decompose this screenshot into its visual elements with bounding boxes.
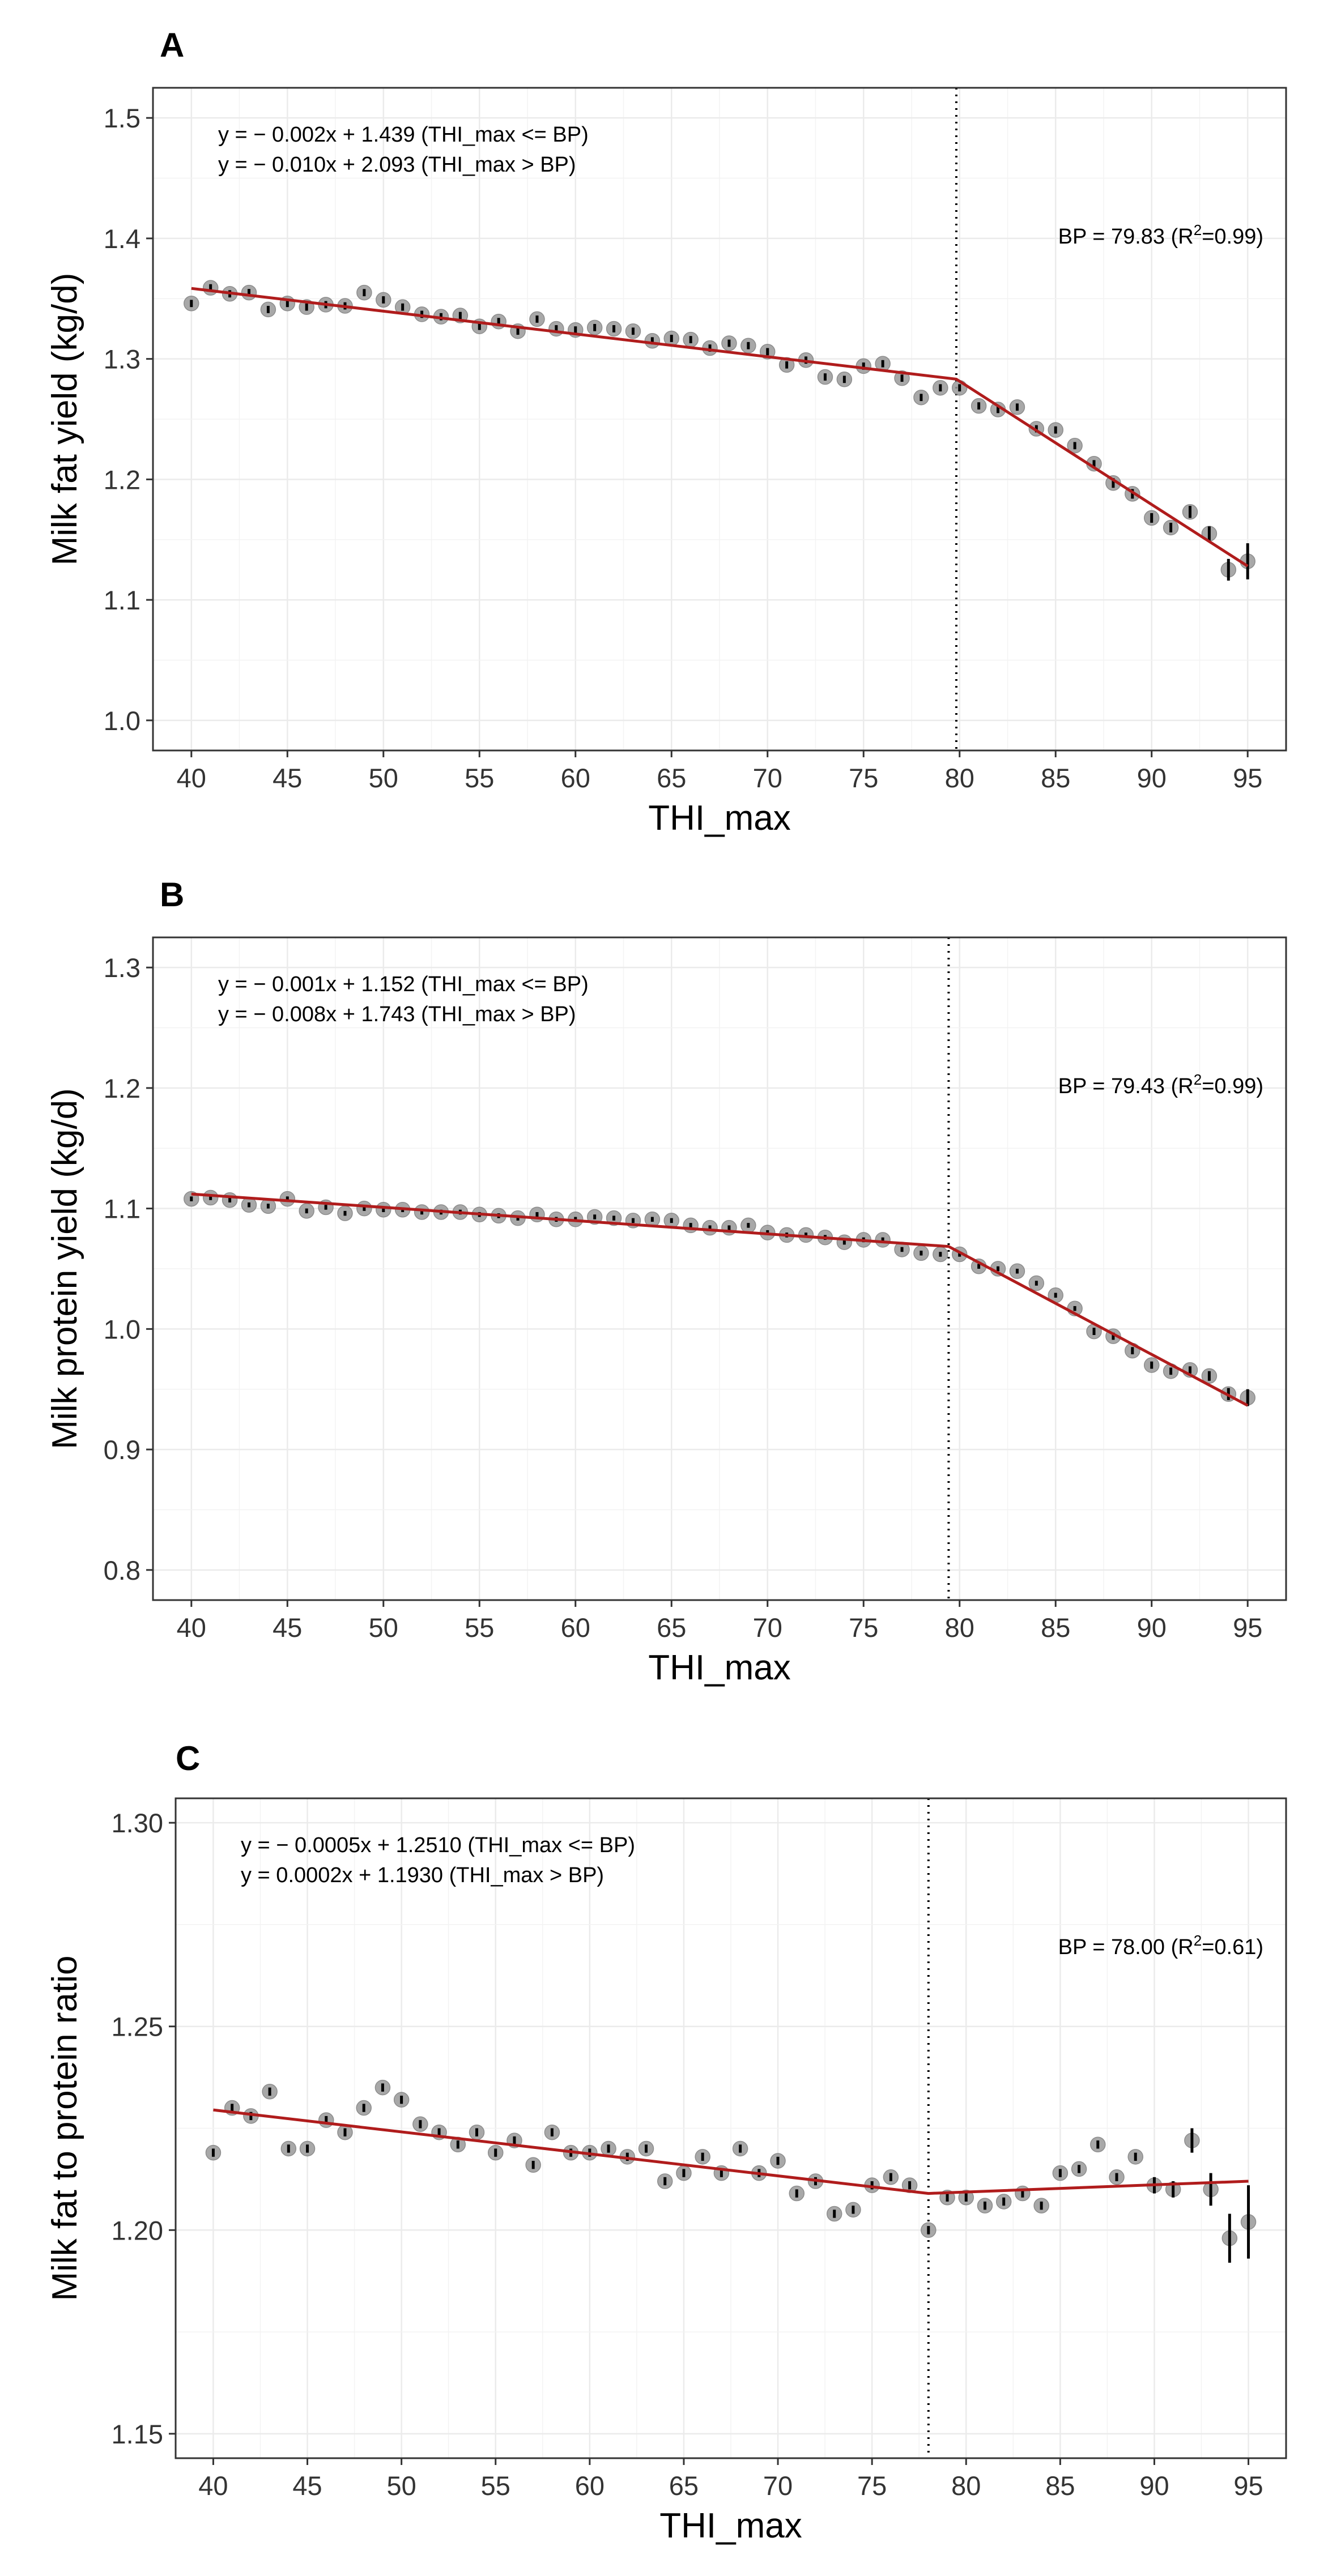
x-tick-label: 65	[657, 1613, 686, 1643]
x-tick-label: 85	[1045, 2471, 1075, 2501]
y-axis-ticks: 0.8 0.9 1.0 1.1 1.2 1.3	[104, 953, 153, 1585]
plot-border	[152, 87, 1287, 752]
data-points	[184, 280, 1255, 581]
breakpoint-label: BP = 79.83 (R2=0.99)	[1058, 221, 1263, 249]
x-tick-label: 80	[945, 763, 974, 793]
breakpoint-label: BP = 79.43 (R2=0.99)	[1058, 1071, 1263, 1098]
y-tick-label: 1.25	[112, 2012, 163, 2042]
x-axis-ticks: 40 45 50 55 60 65 70 75 80 85 90 95	[177, 1600, 1262, 1643]
grid-lines	[153, 88, 1286, 750]
x-axis-title: THI_max	[648, 799, 790, 838]
y-tick-label: 1.3	[104, 953, 141, 983]
x-tick-label: 80	[951, 2471, 981, 2501]
equation-below-bp: y = − 0.002x + 1.439 (THI_max <= BP)	[218, 123, 589, 147]
x-tick-label: 45	[273, 763, 302, 793]
equation-below-bp: y = − 0.001x + 1.152 (THI_max <= BP)	[218, 973, 589, 996]
regression-line	[191, 287, 1249, 568]
y-axis-ticks: 1.0 1.1 1.2 1.3 1.4 1.5	[104, 103, 153, 736]
x-tick-label: 75	[857, 2471, 887, 2501]
plot-border	[152, 936, 1287, 1601]
panel-label: B	[160, 876, 184, 914]
x-tick-label: 45	[292, 2471, 322, 2501]
regression-line	[191, 1192, 1249, 1407]
y-axis-title: Milk protein yield (kg/d)	[45, 1088, 84, 1449]
x-tick-label: 45	[273, 1613, 302, 1643]
x-tick-label: 40	[198, 2471, 228, 2501]
x-tick-label: 60	[561, 763, 590, 793]
plot-border	[174, 1797, 1287, 2459]
x-tick-label: 70	[753, 1613, 782, 1643]
x-tick-label: 90	[1137, 1613, 1167, 1643]
x-tick-label: 70	[753, 763, 782, 793]
equation-above-bp: y = − 0.008x + 1.743 (THI_max > BP)	[218, 1003, 576, 1026]
x-tick-label: 90	[1139, 2471, 1169, 2501]
x-tick-label: 60	[561, 1613, 590, 1643]
y-tick-label: 1.4	[104, 224, 141, 254]
y-tick-label: 1.1	[104, 1194, 141, 1224]
y-axis-title: Milk fat to protein ratio	[45, 1956, 84, 2301]
x-tick-label: 50	[387, 2471, 416, 2501]
x-tick-label: 65	[657, 763, 686, 793]
x-axis-ticks: 40 45 50 55 60 65 70 75 80 85 90 95	[198, 2458, 1263, 2501]
x-tick-label: 90	[1137, 763, 1167, 793]
y-tick-label: 1.15	[112, 2419, 163, 2449]
x-axis-title: THI_max	[648, 1648, 790, 1687]
x-tick-label: 50	[369, 763, 398, 793]
x-tick-label: 95	[1233, 1613, 1262, 1643]
y-axis-ticks: 1.15 1.20 1.25 1.30	[112, 1808, 176, 2449]
x-tick-label: 55	[465, 1613, 494, 1643]
grid-lines	[176, 1798, 1286, 2458]
x-tick-label: 75	[849, 1613, 878, 1643]
y-tick-label: 0.8	[104, 1555, 141, 1585]
equation-below-bp: y = − 0.0005x + 1.2510 (THI_max <= BP)	[241, 1833, 635, 1857]
panel-label: A	[160, 26, 184, 64]
panel-a: A y = − 0.002x + 1.439 (THI_max <= BP) y…	[45, 26, 1287, 838]
data-points	[205, 2079, 1257, 2263]
x-tick-label: 95	[1233, 2471, 1263, 2501]
equation-above-bp: y = − 0.010x + 2.093 (THI_max > BP)	[218, 153, 576, 177]
y-tick-label: 1.1	[104, 585, 141, 615]
y-tick-label: 1.2	[104, 1073, 141, 1103]
equations: y = − 0.002x + 1.439 (THI_max <= BP) y =…	[218, 123, 589, 177]
x-axis-ticks: 40 45 50 55 60 65 70 75 80 85 90 95	[177, 750, 1262, 793]
y-tick-label: 1.0	[104, 1314, 141, 1344]
y-tick-label: 0.9	[104, 1435, 141, 1465]
y-tick-label: 1.20	[112, 2215, 163, 2245]
grid-lines	[153, 937, 1286, 1600]
x-tick-label: 85	[1041, 1613, 1070, 1643]
x-tick-label: 70	[763, 2471, 793, 2501]
y-tick-label: 1.5	[104, 103, 141, 133]
y-tick-label: 1.2	[104, 464, 141, 494]
x-tick-label: 55	[465, 763, 494, 793]
equations: y = − 0.001x + 1.152 (THI_max <= BP) y =…	[218, 973, 589, 1026]
x-tick-label: 50	[369, 1613, 398, 1643]
breakpoint-label: BP = 78.00 (R2=0.61)	[1058, 1932, 1263, 1959]
regression-line	[213, 2108, 1249, 2195]
y-tick-label: 1.0	[104, 706, 141, 736]
y-tick-label: 1.30	[112, 1808, 163, 1838]
panel-b: B y = − 0.001x + 1.152 (THI_max <= BP) y…	[45, 876, 1287, 1687]
y-axis-title: Milk fat yield (kg/d)	[45, 273, 84, 566]
x-tick-label: 40	[177, 763, 206, 793]
equation-above-bp: y = 0.0002x + 1.1930 (THI_max > BP)	[241, 1863, 604, 1887]
x-tick-label: 60	[575, 2471, 605, 2501]
x-tick-label: 55	[481, 2471, 510, 2501]
x-tick-label: 75	[849, 763, 878, 793]
x-tick-label: 95	[1233, 763, 1262, 793]
x-tick-label: 85	[1041, 763, 1070, 793]
x-tick-label: 40	[177, 1613, 206, 1643]
equations: y = − 0.0005x + 1.2510 (THI_max <= BP) y…	[241, 1833, 635, 1887]
panel-c: C y = − 0.0005x + 1.2510 (THI_max <= BP)…	[45, 1739, 1287, 2545]
x-axis-title: THI_max	[659, 2506, 802, 2545]
x-tick-label: 65	[669, 2471, 699, 2501]
x-tick-label: 80	[945, 1613, 974, 1643]
panel-label: C	[176, 1739, 200, 1777]
y-tick-label: 1.3	[104, 344, 141, 374]
